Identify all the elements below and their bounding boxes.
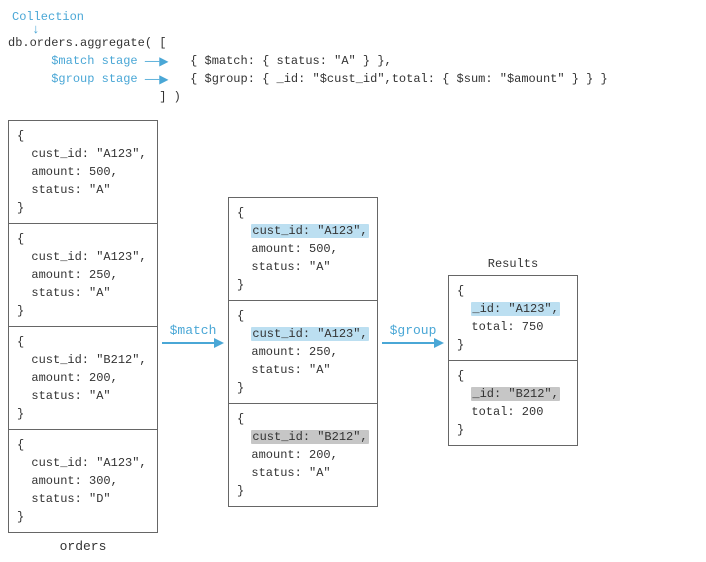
arrow-right-icon xyxy=(382,336,444,350)
matched-documents: { cust_id: "A123", amount: 500, status: … xyxy=(228,197,378,507)
group-stage-label: $group stage xyxy=(51,72,137,86)
group-expression: { $group: { _id: "$cust_id",total: { $su… xyxy=(190,72,608,86)
collection-label: Collection xyxy=(12,8,698,26)
document-cell: { cust_id: "B212", amount: 200, status: … xyxy=(9,327,157,430)
document-cell: { _id: "B212", total: 200} xyxy=(449,361,577,445)
group-stage-line: $group stage ──▶ { $group: { _id: "$cust… xyxy=(8,70,698,88)
match-stage-line: $match stage ──▶ { $match: { status: "A"… xyxy=(8,52,698,70)
results-documents: { _id: "A123", total: 750}{ _id: "B212",… xyxy=(448,275,578,446)
document-cell: { cust_id: "A123", amount: 500, status: … xyxy=(229,198,377,301)
orders-collection: { cust_id: "A123", amount: 500, status: … xyxy=(8,120,158,533)
orders-caption: orders xyxy=(8,539,158,554)
aggregate-close: ] ) xyxy=(8,88,698,106)
group-arrow: $group xyxy=(382,323,444,350)
match-expression: { $match: { status: "A" } }, xyxy=(190,54,392,68)
results-caption: Results xyxy=(488,257,538,271)
document-cell: { _id: "A123", total: 750} xyxy=(449,276,577,361)
code-header: Collection ↓ db.orders.aggregate( [ $mat… xyxy=(8,8,698,106)
document-cell: { cust_id: "A123", amount: 250, status: … xyxy=(229,301,377,404)
document-cell: { cust_id: "A123", amount: 300, status: … xyxy=(9,430,157,532)
aggregate-open: db.orders.aggregate( [ xyxy=(8,34,698,52)
document-cell: { cust_id: "B212", amount: 200, status: … xyxy=(229,404,377,506)
pipeline-diagram: { cust_id: "A123", amount: 500, status: … xyxy=(8,120,698,554)
down-arrow-icon: ↓ xyxy=(32,26,698,34)
document-cell: { cust_id: "A123", amount: 250, status: … xyxy=(9,224,157,327)
match-stage-label: $match stage xyxy=(51,54,137,68)
arrow-right-icon: ──▶ xyxy=(138,71,176,89)
arrow-right-icon: ──▶ xyxy=(138,53,176,71)
document-cell: { cust_id: "A123", amount: 500, status: … xyxy=(9,121,157,224)
arrow-right-icon xyxy=(162,336,224,350)
match-arrow: $match xyxy=(162,323,224,350)
